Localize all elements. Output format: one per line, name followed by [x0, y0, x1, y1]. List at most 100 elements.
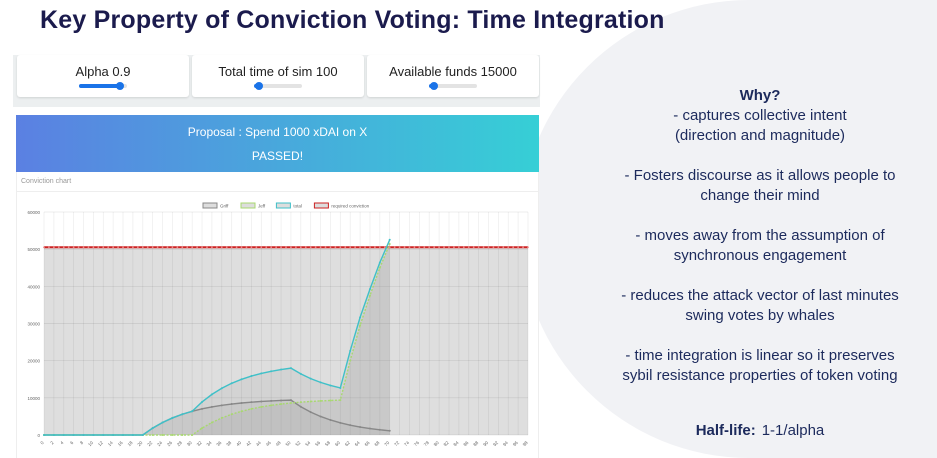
x-tick-label: 36	[215, 440, 222, 447]
series-point-jeff	[319, 399, 322, 402]
funds-slider[interactable]	[429, 82, 477, 90]
sim-time-slider[interactable]	[254, 82, 302, 90]
series-point-total	[82, 434, 85, 436]
required-conviction-point	[378, 246, 381, 249]
x-tick-label: 38	[225, 440, 232, 447]
x-tick-label: 56	[314, 440, 321, 447]
x-tick-label: 78	[423, 440, 430, 447]
x-tick-label: 82	[443, 440, 450, 447]
series-point-total	[181, 413, 184, 416]
x-tick-label: 62	[344, 440, 351, 447]
series-point-total	[299, 372, 302, 375]
required-conviction-point	[497, 246, 500, 249]
required-conviction-point	[457, 246, 460, 249]
series-point-total	[250, 375, 253, 378]
series-point-total	[171, 416, 174, 419]
half-life-label: Half-life:	[695, 422, 756, 439]
required-conviction-point	[359, 246, 361, 249]
series-point-total	[43, 434, 45, 436]
slide-title: Key Property of Conviction Voting: Time …	[40, 6, 665, 34]
sim-time-control: Total time of sim 100	[192, 55, 364, 97]
x-tick-label: 2	[49, 440, 55, 446]
x-tick-label: 76	[413, 440, 420, 447]
y-tick-label: 10000	[27, 396, 40, 401]
x-tick-label: 54	[304, 440, 311, 447]
legend-swatch	[275, 202, 291, 209]
x-tick-label: 10	[87, 440, 94, 447]
funds-slider-knob[interactable]	[429, 82, 438, 90]
required-conviction-point	[438, 246, 441, 249]
required-conviction-point	[487, 246, 490, 249]
sim-time-slider-knob[interactable]	[254, 82, 263, 90]
alpha-slider-knob[interactable]	[115, 82, 124, 90]
point-2-line-2: change their mind	[700, 187, 820, 204]
required-conviction-point	[166, 246, 169, 249]
series-point-total	[102, 434, 105, 436]
series-point-jeff	[309, 400, 312, 403]
series-point-total	[131, 434, 134, 436]
required-conviction-point	[383, 246, 386, 249]
series-point-total	[260, 372, 263, 375]
required-conviction-point	[97, 246, 100, 249]
series-point-total	[230, 382, 233, 385]
series-point-jeff	[388, 242, 391, 245]
series-point-griff	[378, 428, 381, 431]
series-point-griff	[240, 402, 243, 405]
required-conviction-point	[107, 246, 110, 249]
x-tick-label: 18	[127, 440, 134, 447]
why-panel: Why? - captures collective intent (direct…	[590, 86, 930, 406]
required-conviction-point	[413, 246, 416, 249]
x-tick-label: 74	[403, 440, 410, 447]
series-point-total	[339, 386, 342, 389]
alpha-slider-fill	[79, 84, 120, 88]
required-conviction-point	[502, 246, 505, 249]
series-point-jeff	[161, 434, 164, 436]
series-point-total	[62, 434, 65, 436]
series-point-jeff	[151, 434, 154, 436]
series-point-jeff	[191, 434, 194, 436]
required-conviction-point	[230, 246, 233, 249]
controls-panel: Alpha 0.9 Total time of sim 100 Availabl…	[13, 55, 540, 107]
point-4-line-1: - reduces the attack vector of last minu…	[621, 287, 899, 304]
required-conviction-point	[82, 246, 85, 249]
required-conviction-point	[388, 246, 391, 249]
required-conviction-point	[265, 246, 268, 249]
x-tick-label: 42	[245, 440, 252, 447]
x-tick-label: 94	[502, 440, 509, 447]
alpha-slider[interactable]	[79, 82, 127, 90]
required-conviction-point	[522, 246, 524, 249]
required-conviction-fill	[44, 247, 528, 435]
x-tick-label: 58	[324, 440, 331, 447]
series-point-total	[161, 421, 164, 424]
required-conviction-point	[472, 246, 475, 249]
x-tick-label: 24	[156, 440, 163, 447]
funds-control: Available funds 15000	[367, 55, 539, 97]
required-conviction-point	[196, 246, 199, 249]
required-conviction-point	[141, 246, 144, 249]
required-conviction-point	[275, 246, 278, 249]
point-5: - time integration is linear so it prese…	[590, 346, 930, 386]
series-point-jeff	[240, 410, 243, 413]
series-point-griff	[210, 405, 213, 408]
required-conviction-point	[492, 246, 495, 249]
point-1: - captures collective intent (direction a…	[590, 106, 930, 146]
y-tick-label: 20000	[27, 359, 40, 364]
series-point-griff	[260, 400, 263, 403]
required-conviction-point	[206, 246, 208, 249]
series-point-total	[359, 316, 362, 319]
required-conviction-point	[373, 246, 376, 249]
required-conviction-point	[477, 246, 480, 249]
x-tick-label: 52	[294, 440, 301, 447]
series-point-jeff	[368, 294, 371, 297]
required-conviction-point	[482, 246, 485, 249]
point-2: - Fosters discourse as it allows people …	[590, 166, 930, 206]
series-point-griff	[270, 399, 273, 402]
required-conviction-point	[280, 246, 282, 249]
x-tick-label: 46	[265, 440, 272, 447]
required-conviction-point	[398, 246, 401, 249]
x-tick-label: 98	[522, 440, 529, 447]
point-3-line-1: - moves away from the assumption of	[635, 227, 885, 244]
required-conviction-point	[102, 246, 105, 249]
series-point-total	[349, 349, 352, 352]
required-conviction-point	[220, 246, 223, 249]
